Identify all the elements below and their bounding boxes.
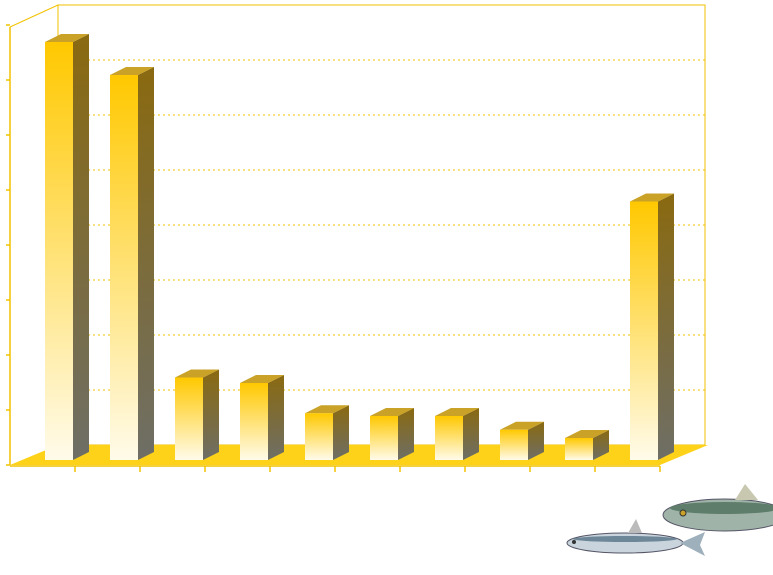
bar-top (435, 408, 479, 416)
bar (565, 438, 593, 460)
tail (680, 532, 705, 556)
fish-back (670, 502, 773, 514)
bar (435, 416, 463, 460)
fin (735, 484, 758, 500)
bar-side (203, 369, 219, 460)
eye (572, 540, 576, 544)
bar-side (268, 375, 284, 460)
bar (110, 75, 138, 460)
wall-edge (9, 4, 59, 28)
bar (500, 429, 528, 460)
bar-top (240, 375, 284, 383)
bar-top (305, 405, 349, 414)
bar-top (565, 430, 609, 438)
bar (305, 413, 333, 460)
bar-side (138, 67, 154, 460)
bar-side (333, 405, 349, 460)
bar-top (370, 408, 414, 416)
bar-top (500, 421, 544, 430)
bar (175, 377, 203, 460)
bar-side (658, 193, 674, 460)
bar-top (45, 34, 89, 42)
bar-side (593, 430, 609, 460)
bar-top (175, 369, 219, 378)
bar-side (73, 34, 89, 460)
bar (45, 42, 73, 460)
bar-side (398, 408, 414, 460)
bar-top (110, 67, 154, 75)
bar-side (528, 421, 544, 460)
fin (628, 519, 642, 533)
bar (240, 383, 268, 460)
back-wall (57, 4, 706, 446)
bar-side (463, 408, 479, 460)
bar (370, 416, 398, 460)
walls (9, 4, 708, 467)
bar (630, 201, 658, 460)
fish-illustration (566, 484, 773, 556)
fish-back (573, 536, 677, 542)
bar-top (630, 193, 674, 202)
eye (679, 509, 687, 517)
